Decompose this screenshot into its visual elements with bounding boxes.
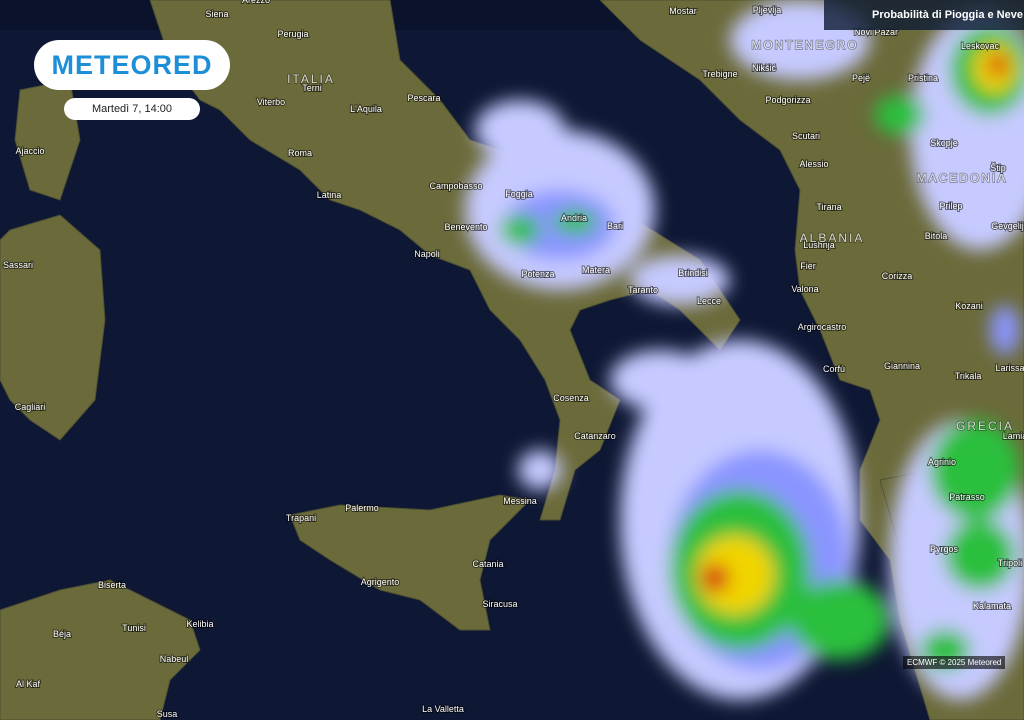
place-label: Ajaccio: [15, 146, 44, 156]
place-label: Patrasso: [949, 492, 985, 502]
place-label: Benevento: [444, 222, 487, 232]
place-label: Nabeul: [160, 654, 189, 664]
place-label: Alessio: [799, 159, 828, 169]
place-label: Scutari: [792, 131, 820, 141]
place-label: Bari: [607, 221, 623, 231]
place-label: Lecce: [697, 296, 721, 306]
place-label: Cosenza: [553, 393, 589, 403]
place-label: Terni: [302, 83, 322, 93]
place-label: Latina: [317, 190, 342, 200]
place-label: Skopje: [930, 138, 958, 148]
place-label: Nikšić: [752, 63, 776, 73]
place-label: L'Aquila: [350, 104, 382, 114]
country-label: MONTENEGRO: [751, 38, 858, 52]
time-badge: Martedì 7, 14:00: [64, 98, 200, 120]
place-label: Perugia: [277, 29, 308, 39]
place-label: Trapani: [286, 513, 316, 523]
place-label: Brindisi: [678, 268, 708, 278]
country-label: ALBANIA: [800, 231, 865, 245]
place-label: Agrigento: [361, 577, 400, 587]
place-label: Argirocastro: [798, 322, 847, 332]
place-label: Lamia: [1003, 431, 1024, 441]
place-label: Siracusa: [482, 599, 517, 609]
place-label: Leskovac: [961, 41, 1000, 51]
place-label: Al Kaf: [16, 679, 41, 689]
place-label: Pljevlja: [753, 5, 782, 15]
place-label: Tunisi: [122, 623, 146, 633]
country-label: GRECIA: [956, 419, 1014, 433]
place-label: Corfù: [823, 364, 845, 374]
layer-title[interactable]: Probabilità di Pioggia e Neve: [824, 0, 1024, 30]
place-label: Napoli: [414, 249, 440, 259]
place-label: Susa: [157, 709, 178, 719]
place-label: Pyrgos: [930, 544, 959, 554]
place-label: Viterbo: [257, 97, 285, 107]
place-label: Giannina: [884, 361, 920, 371]
place-label: Kalamata: [973, 601, 1011, 611]
place-label: Larissa: [995, 363, 1024, 373]
country-label: MACEDONIA: [917, 171, 1008, 185]
place-label: Trikala: [955, 371, 982, 381]
place-label: Campobasso: [429, 181, 482, 191]
place-label: Kelibia: [186, 619, 213, 629]
place-label: Tirana: [816, 202, 841, 212]
place-label: Sassari: [3, 260, 33, 270]
credit: ECMWF © 2025 Meteored: [903, 656, 1006, 669]
place-label: Arezzo: [242, 0, 270, 5]
place-label: Catania: [472, 559, 503, 569]
place-label: Lushnja: [803, 240, 835, 250]
place-label: Siena: [205, 9, 228, 19]
place-label: Kozani: [955, 301, 983, 311]
place-label: Biserta: [98, 580, 126, 590]
place-label: Matera: [582, 265, 610, 275]
place-label: Štip: [990, 163, 1006, 173]
place-label: Cagliari: [15, 402, 46, 412]
place-label: La Valletta: [422, 704, 464, 714]
country-label: ITALIA: [287, 72, 335, 86]
place-label: Catanzaro: [574, 431, 616, 441]
place-label: Gevgelija: [991, 221, 1024, 231]
place-label: Roma: [288, 148, 312, 158]
place-label: Trebigne: [702, 69, 737, 79]
place-label: Fier: [800, 261, 816, 271]
place-label: Podgorizza: [765, 95, 810, 105]
place-label: Agrinio: [928, 457, 956, 467]
place-label: Valona: [791, 284, 818, 294]
logo: METEORED: [34, 40, 230, 90]
place-label: Bitola: [925, 231, 948, 241]
place-label: Foggia: [505, 189, 533, 199]
place-label: Potenza: [521, 269, 554, 279]
place-label: Pescara: [407, 93, 440, 103]
place-label: Pejë: [852, 73, 870, 83]
place-label: Mostar: [669, 6, 697, 16]
place-label: Tripoli: [998, 558, 1022, 568]
place-label: Béja: [53, 629, 71, 639]
place-label: Palermo: [345, 503, 379, 513]
place-label: Taranto: [628, 285, 658, 295]
place-label: Messina: [503, 496, 537, 506]
place-label: Andria: [561, 213, 587, 223]
place-label: Prilep: [939, 201, 962, 211]
place-label: Corizza: [882, 271, 913, 281]
place-label: Pristina: [908, 73, 938, 83]
